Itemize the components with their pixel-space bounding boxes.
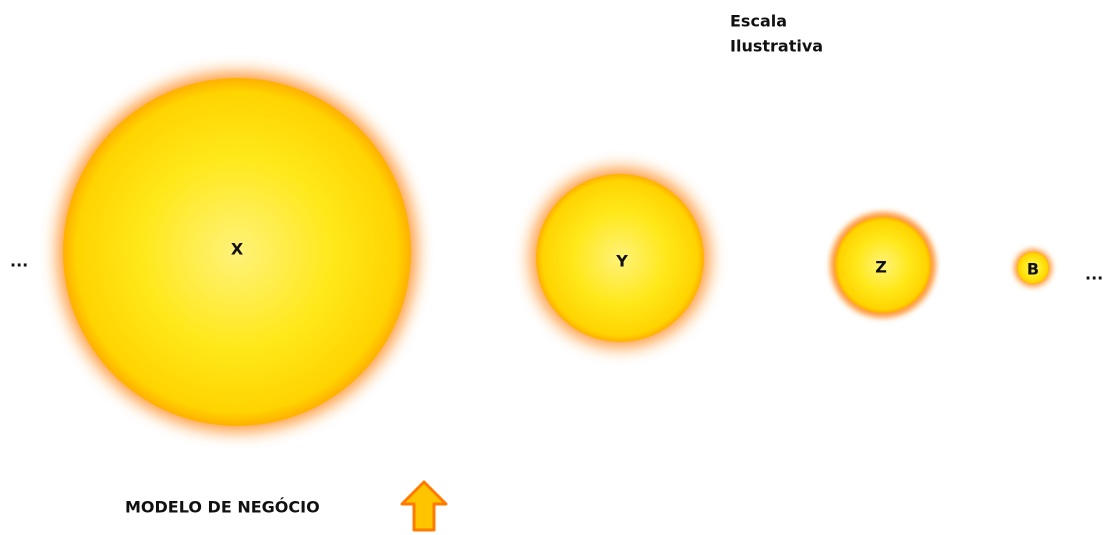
ellipsis: ... [10,252,28,271]
circle-label: Z [875,258,887,277]
circle-y: Y [530,168,710,348]
diagram: Escala Ilustrativa X Y Z B ... ... MODEL… [0,0,1108,535]
circle-label: B [1027,260,1039,279]
circle-z: Z [830,212,936,318]
circle-label: Y [615,252,628,271]
caption: MODELO DE NEGÓCIO [125,498,320,517]
circle-b: B [1014,249,1052,287]
circle-label: X [231,240,244,259]
up-arrow [402,482,446,530]
ellipsis: ... [1085,265,1103,284]
scale-note-line: Ilustrativa [730,37,823,56]
circle-x: X [57,72,417,432]
scale-note-line: Escala [730,12,787,31]
